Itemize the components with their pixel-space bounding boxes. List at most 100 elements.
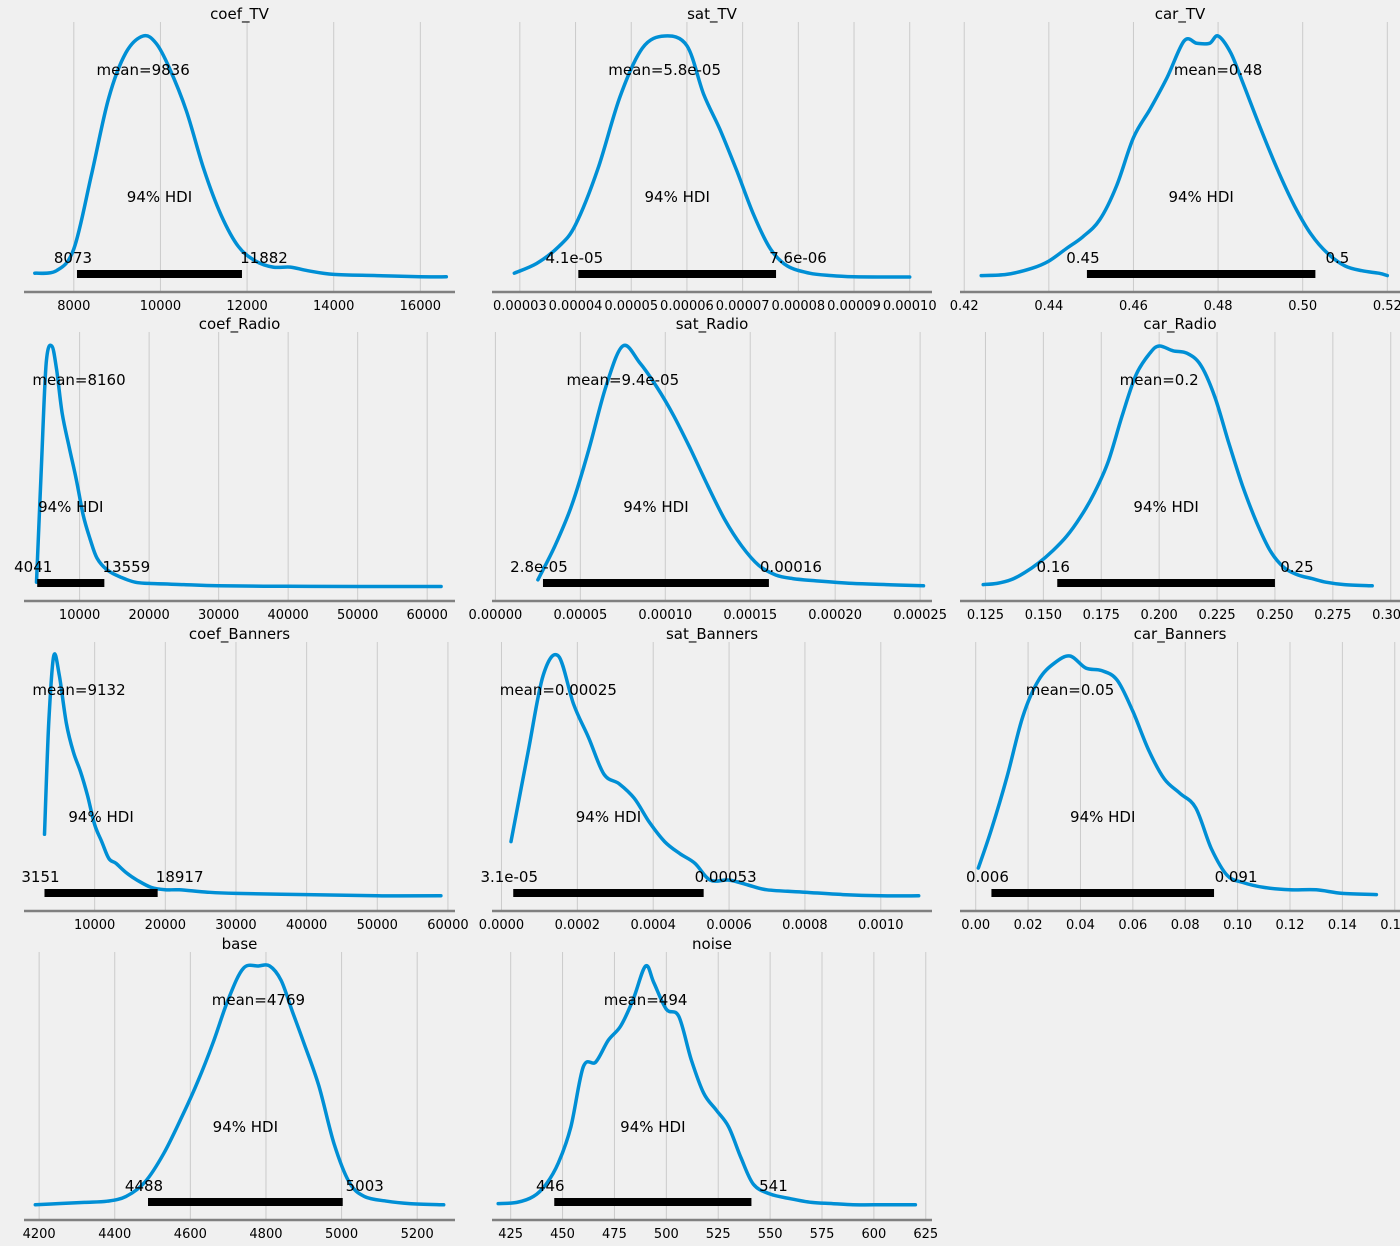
- x-tick-label: 525: [706, 1227, 731, 1242]
- x-tick-label: 20000: [145, 918, 186, 933]
- mean-label: mean=8160: [32, 371, 125, 389]
- panel-sat-banners: 0.0000 0.0002 0.0004 0.0006 0.0008 0.0010 sat_…: [479, 625, 932, 933]
- x-tick-label: 0.00025: [893, 608, 947, 623]
- x-tick-label: 0.52: [1373, 299, 1400, 314]
- x-tick-label: 0.50: [1288, 299, 1317, 314]
- x-tick-label: 14000: [313, 299, 354, 314]
- hdi-high-label: 0.091: [1215, 868, 1258, 886]
- hdi-high-label: 0.00053: [695, 868, 757, 886]
- x-tick-label: 0.00004: [549, 299, 603, 314]
- hdi-high-label: 541: [759, 1177, 788, 1195]
- x-tick-label: 20000: [128, 608, 169, 623]
- mean-label: mean=494: [604, 991, 688, 1009]
- panel-coef-tv: 8000 10000 12000 14000 16000 coef_TV mean=9836…: [24, 5, 455, 314]
- panel-title: coef_Radio: [199, 315, 281, 334]
- x-tick-label: 0.10: [1223, 918, 1252, 933]
- x-tick-label: 30000: [198, 608, 239, 623]
- x-tick-label: 0.0008: [782, 918, 828, 933]
- x-tick-label: 575: [810, 1227, 835, 1242]
- hdi-low-label: 0.006: [966, 868, 1009, 886]
- x-tick-label: 0.00000: [469, 608, 523, 623]
- x-tick-label: 0.00003: [493, 299, 547, 314]
- hdi-low-label: 8073: [54, 249, 92, 267]
- x-tick-label: 0.04: [1066, 918, 1095, 933]
- x-tick-label: 0.150: [1025, 608, 1062, 623]
- mean-label: mean=9132: [32, 681, 125, 699]
- panel-title: coef_Banners: [189, 625, 290, 644]
- x-tick-label: 0.48: [1204, 299, 1233, 314]
- panel-car-radio: 0.125 0.150 0.175 0.200 0.225 0.250 0.275 0.300…: [960, 315, 1400, 623]
- x-tick-label: 0.00005: [604, 299, 658, 314]
- x-tick-label: 60000: [427, 918, 468, 933]
- hdi-low-label: 3151: [21, 868, 59, 886]
- density-curve: [536, 343, 926, 588]
- hdi-low-label: 0.16: [1037, 558, 1070, 576]
- panel-title: sat_Banners: [666, 625, 758, 644]
- x-tick-label: 8000: [57, 299, 90, 314]
- x-tick-label: 0.44: [1034, 299, 1063, 314]
- density-curve: [976, 654, 1379, 897]
- panel-title: sat_Radio: [676, 315, 749, 334]
- panel-coef-banners: 10000 20000 30000 40000 50000 60000 coef_Banne…: [21, 625, 468, 933]
- hdi-label: 94% HDI: [620, 1118, 685, 1136]
- x-tick-label: 0.46: [1119, 299, 1148, 314]
- hdi-high-label: 7.6e-06: [769, 249, 827, 267]
- x-tick-label: 0.00007: [716, 299, 770, 314]
- x-tick-label: 0.00015: [723, 608, 777, 623]
- x-tick-label: 0.125: [967, 608, 1004, 623]
- x-tick-label: 0.00010: [638, 608, 692, 623]
- x-tick-label: 0.16: [1380, 918, 1400, 933]
- x-tick-label: 50000: [357, 918, 398, 933]
- mean-label: mean=0.2: [1120, 371, 1199, 389]
- mean-label: mean=5.8e-05: [608, 61, 721, 79]
- hdi-high-label: 18917: [156, 868, 204, 886]
- x-tick-label: 475: [602, 1227, 627, 1242]
- x-tick-label: 0.0010: [858, 918, 904, 933]
- x-tick-label: 0.0002: [555, 918, 601, 933]
- hdi-high-label: 5003: [346, 1177, 384, 1195]
- x-tick-label: 600: [861, 1227, 886, 1242]
- x-tick-label: 0.200: [1141, 608, 1178, 623]
- x-tick-label: 0.06: [1118, 918, 1147, 933]
- hdi-low-label: 446: [536, 1177, 565, 1195]
- density-curve: [33, 963, 446, 1207]
- hdi-label: 94% HDI: [645, 188, 710, 206]
- density-curve: [33, 33, 449, 279]
- density-curve: [34, 343, 443, 589]
- hdi-label: 94% HDI: [1168, 188, 1233, 206]
- panel-sat-tv: 0.00003 0.00004 0.00005 0.00006 0.00007 0.000…: [492, 5, 937, 314]
- density-curve: [979, 34, 1390, 278]
- hdi-low-label: 4.1e-05: [546, 249, 604, 267]
- density-curve: [42, 652, 443, 898]
- x-tick-label: 0.0000: [479, 918, 525, 933]
- x-tick-label: 0.00: [961, 918, 990, 933]
- hdi-high-label: 0.5: [1325, 249, 1349, 267]
- hdi-label: 94% HDI: [576, 808, 641, 826]
- hdi-high-label: 0.25: [1280, 558, 1313, 576]
- x-tick-label: 4200: [23, 1227, 56, 1242]
- x-tick-label: 425: [498, 1227, 523, 1242]
- x-tick-label: 450: [550, 1227, 575, 1242]
- x-tick-label: 0.42: [950, 299, 979, 314]
- x-tick-label: 16000: [400, 299, 441, 314]
- x-tick-label: 0.00008: [771, 299, 825, 314]
- mean-label: mean=9836: [96, 61, 189, 79]
- density-curve: [512, 34, 912, 279]
- hdi-low-label: 2.8e-05: [510, 558, 568, 576]
- mean-label: mean=0.00025: [500, 681, 617, 699]
- panel-base: 4200 4400 4600 4800 5000 5200 base mean=4769 94%…: [23, 935, 455, 1242]
- x-tick-label: 10000: [74, 918, 115, 933]
- hdi-label: 94% HDI: [127, 188, 192, 206]
- x-tick-label: 0.275: [1314, 608, 1351, 623]
- x-tick-label: 0.225: [1198, 608, 1235, 623]
- density-curve: [509, 652, 921, 898]
- x-tick-label: 10000: [140, 299, 181, 314]
- panel-sat-radio: 0.00000 0.00005 0.00010 0.00015 0.00020 0.000…: [469, 315, 947, 623]
- hdi-label: 94% HDI: [213, 1118, 278, 1136]
- hdi-low-label: 0.45: [1066, 249, 1099, 267]
- density-curve: [981, 344, 1374, 588]
- panel-title: sat_TV: [687, 5, 738, 24]
- x-tick-label: 0.14: [1328, 918, 1357, 933]
